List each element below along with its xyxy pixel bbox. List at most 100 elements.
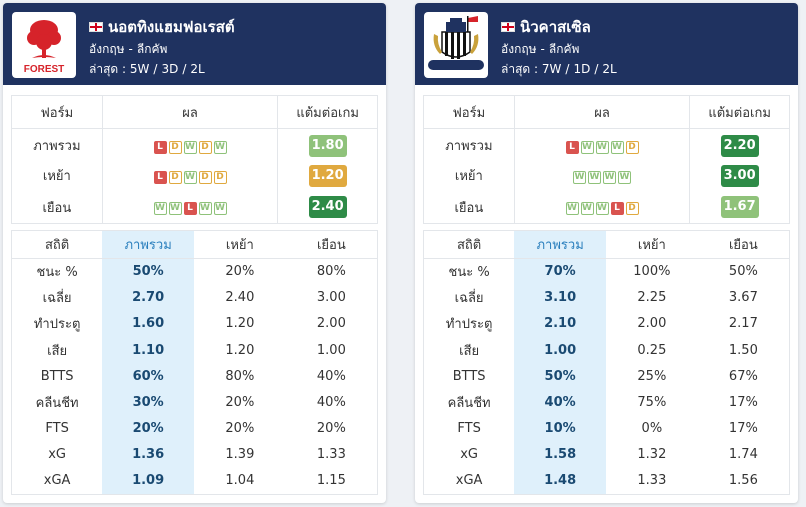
result-badge[interactable]: W	[618, 170, 631, 184]
stat-away: 1.33	[316, 447, 346, 463]
result-badge[interactable]: D	[625, 140, 639, 154]
ppg-cell: 3.00	[690, 160, 790, 192]
result-badge[interactable]: W	[168, 202, 182, 215]
result-badge[interactable]: D	[168, 140, 182, 154]
stat-away: 50%	[728, 264, 758, 280]
stat-home: 1.20	[225, 316, 255, 332]
stat-overall: 50%	[102, 258, 194, 285]
result-badge[interactable]: W	[183, 140, 197, 154]
recent-losses: 2L	[602, 62, 617, 76]
recent-wins: 7W	[541, 62, 562, 76]
logo-wordmark: FOREST	[24, 64, 65, 75]
stat-away: 17%	[728, 421, 758, 437]
form-row: ภาพรวม L D W D W 1.80	[11, 128, 378, 160]
stat-overall: 1.10	[102, 337, 194, 364]
stat-label: เสีย	[459, 343, 480, 359]
stat-label: เฉลี่ย	[454, 291, 484, 307]
stat-away: 2.17	[728, 316, 758, 332]
result-badge[interactable]: L	[153, 140, 167, 154]
form-row: เยือน W W L W W 2.40	[11, 191, 378, 224]
stat-away: 1.56	[728, 473, 758, 489]
result-badge[interactable]: D	[198, 140, 212, 154]
stat-label: เฉลี่ย	[42, 291, 72, 307]
stat-overall: 2.10	[514, 310, 606, 338]
result-badge[interactable]: L	[565, 140, 579, 154]
stat-away: 20%	[316, 421, 346, 437]
result-badge[interactable]: W	[595, 140, 609, 154]
recent-record: ล่าสุด : 5W/3D/2L	[89, 62, 205, 76]
stat-away: 1.74	[728, 447, 758, 463]
league-info: อังกฤษ - ลีกคัพ	[89, 42, 168, 56]
team-name[interactable]: นิวคาสเซิล	[501, 15, 591, 39]
stat-overall: 1.00	[514, 337, 606, 364]
result-badge[interactable]: W	[580, 140, 594, 154]
form-col-header: ฟอร์ม	[11, 95, 103, 129]
stats-table: สถิติ ภาพรวม เหย้า เยือน ชนะ % 70% 100% 50%…	[423, 230, 790, 495]
result-badge[interactable]: W	[595, 202, 609, 215]
stats-row: เฉลี่ย 3.10 2.25 3.67	[424, 284, 790, 311]
result-badge[interactable]: W	[198, 202, 212, 215]
overall-col-header[interactable]: ภาพรวม	[102, 230, 194, 259]
stats-row: คลีนชีท 40% 75% 17%	[424, 389, 790, 416]
result-badge[interactable]: L	[610, 202, 624, 215]
stat-label: FTS	[45, 421, 69, 437]
ppg-cell: 2.40	[278, 192, 378, 224]
form-row: เยือน W W W L D 1.67	[423, 191, 790, 223]
result-badge[interactable]: L	[153, 170, 167, 184]
result-badge[interactable]: W	[610, 140, 624, 154]
stats-row: ทำประตู 1.60 1.20 2.00	[12, 310, 378, 338]
home-col-header[interactable]: เหย้า	[194, 230, 286, 259]
stat-home: 2.25	[637, 290, 667, 306]
stat-home: 20%	[225, 395, 255, 411]
recent-draws: 1D	[573, 62, 591, 76]
stat-home: 1.33	[637, 473, 667, 489]
stat-overall: 1.48	[514, 468, 606, 495]
stat-overall: 10%	[514, 415, 606, 442]
away-col-header[interactable]: เยือน	[285, 230, 378, 259]
result-badge[interactable]: W	[153, 202, 167, 215]
form-row-label: ภาพรวม	[423, 128, 515, 160]
result-badge[interactable]: W	[573, 170, 586, 184]
result-badge[interactable]: W	[588, 170, 601, 184]
stat-home: 20%	[225, 421, 255, 437]
recent-losses: 2L	[190, 62, 205, 76]
result-badge[interactable]: W	[213, 202, 227, 215]
stat-away: 3.00	[316, 290, 346, 306]
result-badge[interactable]: W	[580, 202, 594, 215]
stat-label: FTS	[457, 421, 481, 437]
stat-overall: 1.09	[102, 468, 194, 495]
form-row: เหย้า W W W W 3.00	[423, 160, 790, 192]
result-badge[interactable]: L	[183, 202, 197, 215]
away-col-header[interactable]: เยือน	[697, 230, 790, 259]
england-flag-icon	[89, 22, 103, 32]
england-flag-icon	[501, 22, 515, 32]
result-badge[interactable]: D	[168, 170, 182, 184]
result-badge[interactable]: D	[213, 170, 227, 184]
result-badge[interactable]: W	[603, 170, 616, 184]
stat-label: ทำประตู	[445, 317, 493, 333]
newcastle-logo-icon[interactable]	[424, 12, 488, 78]
stat-away: 67%	[728, 368, 758, 384]
form-row-label: เหย้า	[423, 160, 515, 192]
stats-row: ชนะ % 50% 20% 80%	[12, 258, 378, 285]
result-badge[interactable]: D	[198, 170, 212, 184]
stat-away: 17%	[728, 395, 758, 411]
stat-away: 1.00	[316, 342, 346, 358]
form-row: เหย้า L D W D D 1.20	[11, 160, 378, 192]
overall-col-header[interactable]: ภาพรวม	[514, 230, 606, 259]
stat-label: BTTS	[40, 368, 74, 384]
result-badge[interactable]: W	[213, 140, 227, 154]
home-col-header[interactable]: เหย้า	[605, 230, 698, 259]
result-badge[interactable]: W	[565, 202, 579, 215]
stats-row: คลีนชีท 30% 20% 40%	[12, 389, 378, 416]
ppg-cell: 2.20	[690, 129, 790, 161]
result-badge[interactable]: D	[625, 202, 639, 215]
stat-label: คลีนชีท	[447, 396, 491, 412]
nottingham-forest-logo-icon[interactable]: FOREST	[12, 12, 76, 78]
result-badge[interactable]: W	[183, 170, 197, 184]
form-row: ภาพรวม L W W W D 2.20	[423, 128, 790, 161]
recent-record: ล่าสุด : 7W/1D/2L	[501, 62, 617, 76]
stats-row: xGA 1.09 1.04 1.15	[12, 468, 378, 495]
team-name[interactable]: นอตทิงแฮมฟอเรสต์	[89, 15, 235, 39]
stat-label: xGA	[455, 473, 483, 489]
